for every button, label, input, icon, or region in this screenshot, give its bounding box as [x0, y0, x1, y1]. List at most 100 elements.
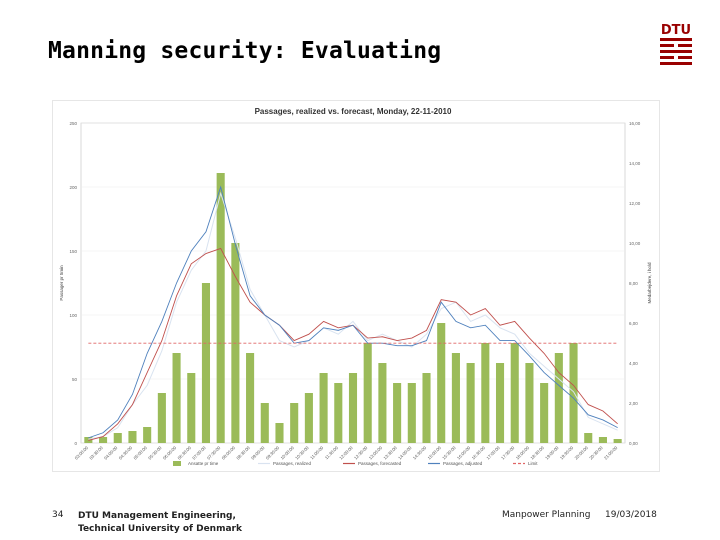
x-tick-label: 16:00:00	[456, 445, 472, 461]
legend-label: Ansatte pr time	[188, 461, 219, 466]
institution-line-1: DTU Management Engineering,	[78, 511, 236, 521]
x-tick-label: 15:30:00	[441, 445, 457, 461]
legend-label: Passages, adjusted	[443, 461, 483, 466]
x-tick-label: 12:30:00	[353, 445, 369, 461]
bar	[584, 433, 593, 443]
y2-tick-label: 6,00	[629, 321, 638, 326]
y2-tick-label: 14,00	[629, 161, 641, 166]
legend-swatch	[173, 461, 181, 466]
x-tick-label: 08:00:00	[221, 445, 237, 461]
x-tick-label: 16:30:00	[471, 445, 487, 461]
bar	[540, 383, 549, 443]
bar	[437, 323, 446, 443]
x-tick-label: 17:30:00	[500, 445, 516, 461]
bar	[495, 363, 505, 443]
slide-date: 19/03/2018	[605, 510, 657, 520]
series-line-1	[88, 191, 618, 440]
x-tick-label: 14:00:00	[397, 445, 413, 461]
bar	[393, 383, 402, 443]
bar	[246, 353, 255, 443]
chart-title: Passages, realized vs. forecast, Monday,…	[255, 107, 452, 116]
bar	[378, 363, 387, 443]
x-tick-label: 10:00:00	[280, 445, 296, 461]
bar	[319, 373, 328, 443]
y2-tick-label: 10,00	[629, 241, 641, 246]
dtu-logo: DTU	[660, 23, 692, 65]
bar	[201, 283, 211, 443]
y2-tick-label: 12,00	[629, 201, 641, 206]
bar	[598, 437, 607, 443]
slide-title: Manning security: Evaluating	[48, 38, 442, 64]
bar	[613, 439, 622, 443]
legend-label: Limit	[528, 461, 538, 466]
bar	[172, 353, 181, 443]
x-tick-label: 14:30:00	[412, 445, 428, 461]
x-tick-label: 03:00:00	[74, 445, 90, 461]
bar	[113, 433, 122, 443]
bar	[260, 403, 269, 443]
bar	[451, 353, 460, 443]
legend-label: Passages, realized	[273, 461, 312, 466]
x-tick-label: 12:00:00	[338, 445, 354, 461]
x-tick-label: 07:30:00	[206, 445, 222, 461]
y2-tick-label: 16,00	[629, 121, 641, 126]
y2-tick-label: 2,00	[629, 401, 638, 406]
bar	[422, 373, 431, 443]
x-tick-label: 19:00:00	[544, 445, 560, 461]
institution: DTU Management Engineering, Technical Un…	[78, 510, 242, 536]
bar	[290, 403, 299, 443]
x-tick-label: 06:00:00	[162, 445, 178, 461]
y-tick-label: 50	[72, 377, 78, 382]
y-tick-label: 100	[69, 313, 77, 318]
bar	[363, 343, 372, 443]
course-name: Manpower Planning	[502, 510, 591, 520]
bar	[334, 383, 343, 443]
bar	[481, 343, 490, 443]
x-tick-label: 18:30:00	[529, 445, 545, 461]
bar	[216, 173, 225, 443]
x-tick-label: 05:00:00	[133, 445, 149, 461]
y-axis-label: Passager pr 5min	[59, 265, 64, 301]
x-tick-label: 05:30:00	[147, 445, 163, 461]
x-tick-label: 13:00:00	[368, 445, 384, 461]
series-line-3	[88, 185, 618, 439]
y2-axis-label: Medarbejdere, i hold	[647, 262, 652, 304]
x-tick-label: 08:30:00	[235, 445, 251, 461]
bar	[569, 343, 578, 443]
bar	[554, 353, 563, 443]
x-tick-label: 07:00:00	[191, 445, 207, 461]
x-tick-label: 17:00:00	[485, 445, 501, 461]
x-tick-label: 03:30:00	[88, 445, 104, 461]
passages-chart: Passages, realized vs. forecast, Monday,…	[59, 107, 652, 466]
y2-tick-label: 8,00	[629, 281, 638, 286]
x-tick-label: 11:00:00	[309, 445, 325, 461]
bar	[407, 383, 416, 443]
institution-line-2: Technical University of Denmark	[78, 524, 242, 534]
x-tick-label: 20:00:00	[574, 445, 590, 461]
bar	[99, 437, 108, 443]
bar	[304, 393, 313, 443]
svg-text:DTU: DTU	[661, 23, 691, 38]
x-tick-label: 11:30:00	[324, 445, 340, 461]
bar	[348, 373, 358, 443]
x-tick-label: 04:00:00	[103, 445, 119, 461]
x-tick-label: 13:30:00	[382, 445, 398, 461]
bar	[466, 363, 475, 443]
bar	[525, 363, 534, 443]
bar	[275, 423, 284, 443]
y-tick-label: 200	[69, 185, 77, 190]
x-tick-label: 20:30:00	[588, 445, 604, 461]
x-tick-label: 10:30:00	[294, 445, 310, 461]
y2-tick-label: 0,00	[629, 441, 638, 446]
y-tick-label: 0	[74, 441, 77, 446]
x-tick-label: 09:30:00	[265, 445, 281, 461]
page-number: 34	[52, 510, 64, 520]
chart-frame: Passages, realized vs. forecast, Monday,…	[52, 100, 660, 472]
x-tick-label: 04:30:00	[118, 445, 134, 461]
bar	[510, 343, 519, 443]
x-tick-label: 19:30:00	[559, 445, 575, 461]
x-tick-label: 21:00:00	[603, 445, 619, 461]
y2-tick-label: 4,00	[629, 361, 638, 366]
legend-label: Passages, forecasted	[358, 461, 402, 466]
bar	[128, 431, 137, 443]
